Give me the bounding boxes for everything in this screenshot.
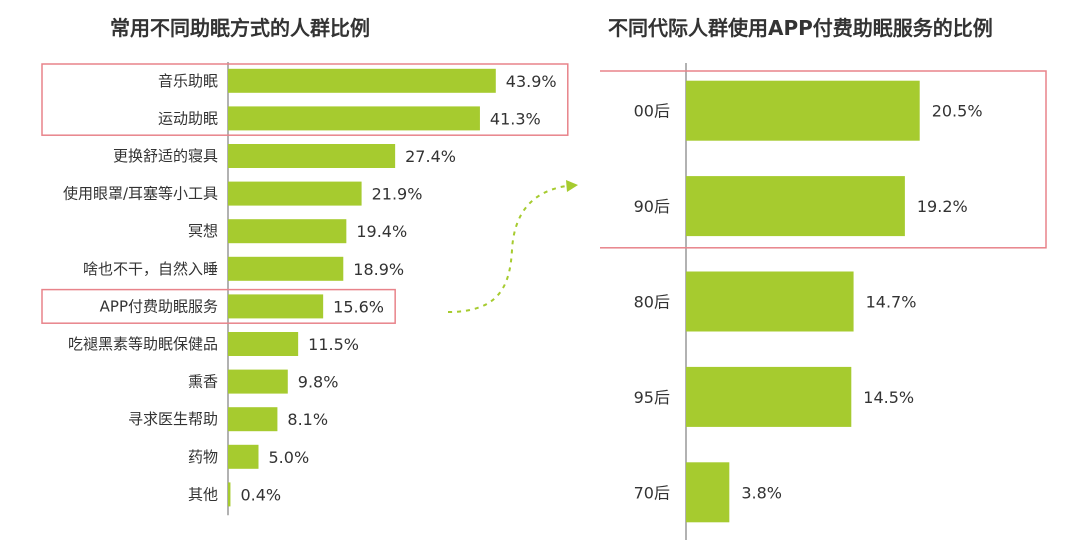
left-value-label: 0.4% bbox=[240, 485, 281, 504]
left-bar bbox=[228, 482, 231, 507]
left-category-label: 其他 bbox=[188, 485, 218, 503]
right-value-label: 14.7% bbox=[866, 293, 917, 312]
left-category-label: 吃褪黑素等助眠保健品 bbox=[68, 335, 218, 353]
left-chart-title: 常用不同助眠方式的人群比例 bbox=[110, 16, 370, 40]
left-category-label: 冥想 bbox=[188, 222, 218, 240]
right-chart-title: 不同代际人群使用APP付费助眠服务的比例 bbox=[608, 16, 993, 40]
left-category-label: 药物 bbox=[188, 448, 218, 466]
right-bar bbox=[686, 462, 730, 523]
left-bar bbox=[228, 256, 344, 281]
right-chart: 不同代际人群使用APP付费助眠服务的比例 00后 20.5% 90后 19.2% 80后… bbox=[600, 0, 1082, 545]
left-chart: 常用不同助眠方式的人群比例 音乐助眠 43.9% 运动助眠 41.3% 更换舒适的寝具 2… bbox=[41, 16, 569, 516]
right-category-label: 90后 bbox=[634, 197, 670, 216]
left-highlight-box bbox=[41, 63, 569, 136]
left-bar bbox=[228, 181, 362, 206]
right-chart-plot: 00后 20.5% 90后 19.2% 80后 14.7% 95后 14.5% 70后 3.8% bbox=[600, 63, 1047, 540]
right-category-label: 80后 bbox=[634, 293, 670, 312]
left-value-label: 43.9% bbox=[506, 72, 557, 91]
left-chart-plot: 音乐助眠 43.9% 运动助眠 41.3% 更换舒适的寝具 27.4% 使用眼罩/耳塞等小工… bbox=[41, 62, 569, 516]
left-value-label: 21.9% bbox=[372, 185, 423, 204]
right-bar bbox=[686, 80, 920, 141]
left-value-label: 41.3% bbox=[490, 109, 541, 128]
right-bar bbox=[686, 271, 854, 332]
right-value-label: 20.5% bbox=[932, 102, 983, 121]
left-category-label: 使用眼罩/耳塞等小工具 bbox=[63, 185, 218, 203]
left-bar bbox=[228, 106, 480, 131]
left-category-label: 熏香 bbox=[188, 373, 218, 391]
right-bar bbox=[686, 366, 852, 427]
left-value-label: 11.5% bbox=[308, 335, 359, 354]
left-bar bbox=[228, 407, 278, 432]
left-bar bbox=[228, 219, 347, 244]
right-category-label: 70后 bbox=[634, 483, 670, 502]
right-highlight-box bbox=[600, 70, 1047, 249]
left-value-label: 9.8% bbox=[298, 373, 339, 392]
left-bar bbox=[228, 369, 288, 394]
left-bar bbox=[228, 294, 324, 319]
left-category-label: 音乐助眠 bbox=[158, 72, 218, 90]
left-value-label: 8.1% bbox=[287, 410, 328, 429]
left-value-label: 18.9% bbox=[353, 260, 404, 279]
right-value-label: 3.8% bbox=[741, 483, 782, 502]
right-value-label: 19.2% bbox=[917, 197, 968, 216]
left-category-label: 更换舒适的寝具 bbox=[113, 147, 218, 165]
right-category-label: 95后 bbox=[634, 388, 670, 407]
left-value-label: 5.0% bbox=[269, 448, 310, 467]
left-value-label: 15.6% bbox=[333, 297, 384, 316]
left-bar bbox=[228, 144, 396, 168]
right-value-label: 14.5% bbox=[863, 388, 914, 407]
left-category-label: 运动助眠 bbox=[158, 109, 218, 127]
left-bar bbox=[228, 444, 259, 469]
right-category-label: 00后 bbox=[634, 102, 670, 121]
left-value-label: 19.4% bbox=[356, 222, 407, 241]
left-highlight-box bbox=[41, 288, 396, 324]
left-bar bbox=[228, 332, 299, 356]
left-category-label: 寻求医生帮助 bbox=[128, 410, 218, 428]
left-bar bbox=[228, 68, 496, 93]
left-category-label: 啥也不干，自然入睡 bbox=[83, 260, 218, 278]
left-category-label: APP付费助眠服务 bbox=[100, 297, 218, 315]
left-value-label: 27.4% bbox=[405, 147, 456, 166]
right-bar bbox=[686, 176, 905, 237]
